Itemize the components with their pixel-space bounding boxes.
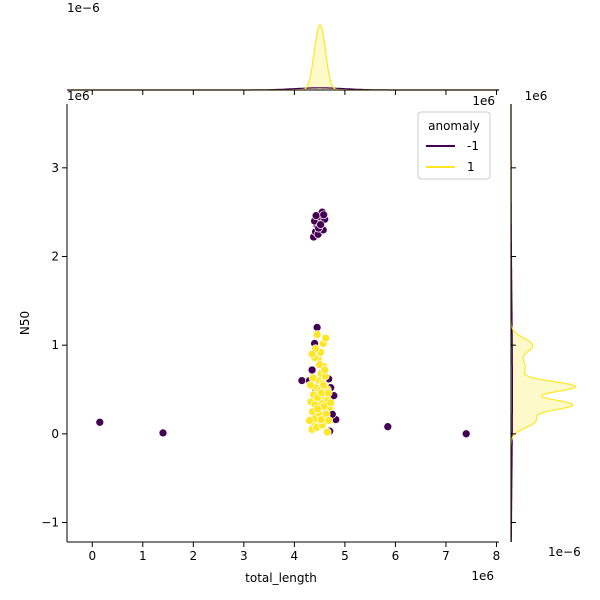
- right-marginal: 1e−6: [510, 104, 581, 559]
- scatter-point-pos1-44: [305, 416, 314, 425]
- x-axis-ticks: 0 1 2 3 4 5 6 7 8: [88, 542, 500, 563]
- legend-label-neg1: -1: [467, 139, 479, 153]
- joint-right-offset-label: 1e6: [472, 94, 495, 108]
- x-tick-label-0: 0: [88, 549, 96, 563]
- scatter-points: [95, 207, 471, 439]
- scatter-point-neg1-33: [311, 211, 321, 221]
- scatter-point-pos1-43: [326, 398, 336, 408]
- y-tick-label-2: 1: [51, 338, 59, 352]
- right-marginal-offset-label: 1e−6: [548, 545, 581, 559]
- scatter-point-pos1-46: [313, 404, 322, 414]
- x-tick-label-8: 8: [493, 549, 501, 563]
- x-tick-label-1: 1: [139, 549, 147, 563]
- right-marginal-ticks: [511, 167, 516, 523]
- y-axis-label: N50: [18, 311, 32, 335]
- top-marginal-offset-label: 1e−6: [67, 1, 100, 15]
- scatter-point-pos1-33: [312, 330, 322, 339]
- top-marginal: 1e−6: [67, 1, 499, 95]
- scatter-point-neg1-3: [461, 429, 471, 439]
- y-tick-label-3: 2: [51, 250, 59, 264]
- x-tick-label-7: 7: [442, 549, 450, 563]
- scatter-point-neg1-35: [319, 210, 329, 220]
- legend-label-pos1: 1: [467, 160, 475, 174]
- scatter-point-pos1-45: [319, 380, 329, 390]
- y-axis-offset-label: 1e6: [67, 89, 90, 103]
- x-axis-label: total_length: [245, 571, 317, 585]
- scatter-point-neg1-1: [158, 428, 168, 438]
- x-tick-label-5: 5: [341, 549, 349, 563]
- x-axis-offset-label: 1e6: [471, 569, 494, 583]
- x-tick-label-3: 3: [240, 549, 248, 563]
- scatter-point-neg1-2: [383, 422, 393, 432]
- scatter-point-pos1-37: [307, 349, 317, 359]
- legend-title: anomaly: [428, 119, 480, 133]
- y-tick-label-1: 0: [51, 427, 59, 441]
- top-marginal-ticks: [91, 90, 497, 95]
- x-tick-label-6: 6: [392, 549, 400, 563]
- joint-axes: 0 1 2 3 4 5 6 7 8 −1 0 1 2 3 total_length N50 1e6 1e…: [18, 89, 547, 585]
- scatter-point-pos1-34: [315, 360, 324, 370]
- scatter-point-pos1-39: [322, 427, 332, 437]
- scatter-point-pos1-42: [323, 388, 333, 398]
- y-tick-label-4: 3: [51, 161, 59, 175]
- scatter-point-neg1-4: [297, 376, 307, 385]
- scatter-point-neg1-10: [307, 365, 317, 375]
- y-tick-label-0: −1: [41, 515, 59, 529]
- scatter-point-neg1-34: [316, 220, 325, 229]
- right-marginal-top-offset-label: 1e6: [525, 89, 548, 103]
- scatter-point-pos1-36: [320, 365, 330, 375]
- legend: anomaly -1 1: [417, 111, 491, 180]
- scatter-point-pos1-41: [308, 373, 318, 383]
- y-axis-ticks: −1 0 1 2 3: [41, 161, 67, 529]
- scatter-point-neg1-0: [95, 417, 105, 427]
- scatter-point-pos1-47: [316, 415, 326, 424]
- x-tick-label-2: 2: [189, 549, 197, 563]
- scatter-point-pos1-32: [321, 333, 331, 343]
- x-tick-label-4: 4: [291, 549, 299, 563]
